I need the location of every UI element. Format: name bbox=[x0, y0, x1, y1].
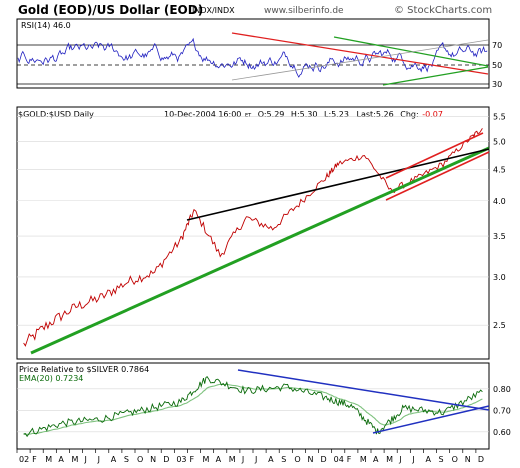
x-axis-label: M bbox=[45, 455, 52, 464]
x-axis-label: A bbox=[216, 455, 222, 464]
x-axis-label: S bbox=[281, 455, 286, 464]
relative-blue-trendline-lower bbox=[372, 405, 490, 434]
rsi-series-line bbox=[17, 37, 488, 78]
info-low: L:5.23 bbox=[324, 110, 349, 119]
exchange-label: INDX/INDX bbox=[192, 6, 235, 15]
ema-series-line bbox=[23, 383, 483, 435]
x-axis-label: F bbox=[189, 455, 194, 464]
x-axis-label: A bbox=[111, 455, 117, 464]
price-title: $GOLD:$USD Daily bbox=[18, 110, 94, 119]
x-axis-label: J bbox=[398, 455, 401, 464]
info-tz: ET bbox=[245, 113, 252, 119]
x-axis-label: D bbox=[321, 455, 327, 464]
price-red-channel-lower bbox=[385, 151, 490, 201]
x-axis-label: A bbox=[373, 455, 379, 464]
relative-panel: Price Relative to $SILVER 0.7864 EMA(20)… bbox=[16, 362, 511, 450]
x-axis-label: O bbox=[294, 455, 300, 464]
price-black-trendline bbox=[186, 148, 490, 221]
x-axis-label: M bbox=[386, 455, 393, 464]
x-axis: 02 F M A M J J A S O N D 03 F M A M J J A S O N D 04 F M A M J J A S O N D bbox=[16, 449, 484, 464]
x-axis-label: M bbox=[71, 455, 78, 464]
x-axis-label: J bbox=[84, 455, 87, 464]
x-axis-label: M bbox=[203, 455, 210, 464]
info-chg-label: Chg: bbox=[400, 110, 418, 119]
x-axis-label: J bbox=[241, 455, 244, 464]
x-axis-label: 03 bbox=[176, 455, 186, 464]
rsi-panel: RSI(14) 46.0 70 50 30 bbox=[16, 18, 502, 89]
relative-tick-labels: 0.80 0.70 0.60 bbox=[493, 385, 511, 437]
x-axis-label: N bbox=[465, 455, 471, 464]
price-tick-label: 5.5 bbox=[493, 112, 506, 121]
x-axis-label: J bbox=[254, 455, 257, 464]
info-last: Last:5.26 bbox=[357, 110, 394, 119]
price-green-support-trendline bbox=[30, 146, 490, 355]
x-axis-label: F bbox=[32, 455, 37, 464]
site-label: www.silberinfo.de bbox=[264, 6, 344, 16]
x-axis-label: N bbox=[150, 455, 156, 464]
relative-tick-label: 0.60 bbox=[493, 428, 511, 437]
relative-blue-trendline-upper bbox=[237, 369, 490, 411]
relative-tick-label: 0.80 bbox=[493, 385, 511, 394]
price-tick-label: 4.0 bbox=[493, 197, 506, 206]
price-red-channel-upper bbox=[385, 132, 484, 179]
relative-series-line bbox=[23, 376, 483, 438]
rsi-tick-50: 50 bbox=[492, 61, 502, 70]
brand-label: © StockCharts.com bbox=[394, 5, 492, 16]
x-axis-label: S bbox=[439, 455, 444, 464]
rsi-tick-70: 70 bbox=[492, 41, 502, 50]
relative-panel-frame bbox=[16, 362, 490, 450]
rsi-title: RSI(14) 46.0 bbox=[21, 21, 71, 30]
info-chg-value: -0.07 bbox=[422, 110, 443, 119]
ema-label: EMA(20) 0.7234 bbox=[19, 374, 83, 383]
x-axis-label: F bbox=[347, 455, 352, 464]
price-info-line: 10-Dec-2004 16:00 ET O:5.29 H:5.30 L:5.2… bbox=[164, 110, 443, 119]
x-axis-label: N bbox=[307, 455, 313, 464]
x-axis-label: M bbox=[360, 455, 367, 464]
x-axis-label: 02 bbox=[19, 455, 29, 464]
x-axis-label: J bbox=[411, 455, 414, 464]
info-open: O:5.29 bbox=[258, 110, 285, 119]
price-tick-label: 3.5 bbox=[493, 232, 506, 241]
x-axis-label: A bbox=[268, 455, 274, 464]
price-panel-frame bbox=[16, 106, 490, 360]
x-axis-label: O bbox=[137, 455, 143, 464]
price-panel: $GOLD:$USD Daily 10-Dec-2004 16:00 ET O:… bbox=[16, 106, 506, 360]
x-axis-label: 04 bbox=[334, 455, 344, 464]
x-axis-label: M bbox=[229, 455, 236, 464]
info-high: H:5.30 bbox=[291, 110, 318, 119]
x-axis-label: D bbox=[478, 455, 484, 464]
info-date: 10-Dec-2004 16:00 bbox=[164, 110, 241, 119]
x-axis-label: O bbox=[452, 455, 458, 464]
price-tick-label: 5.0 bbox=[493, 138, 506, 147]
price-tick-labels: 5.5 5.0 4.5 4.0 3.5 3.0 2.5 bbox=[493, 112, 506, 330]
x-axis-label: D bbox=[163, 455, 169, 464]
x-axis-label: J bbox=[97, 455, 100, 464]
x-axis-label: S bbox=[124, 455, 129, 464]
rsi-red-trendline bbox=[231, 32, 489, 75]
x-axis-label: A bbox=[425, 455, 431, 464]
rsi-gray-channel-line bbox=[231, 39, 489, 81]
price-tick-label: 3.0 bbox=[493, 273, 506, 282]
rsi-tick-30: 30 bbox=[492, 80, 502, 89]
price-tick-label: 4.5 bbox=[493, 166, 506, 175]
relative-tick-label: 0.70 bbox=[493, 406, 511, 415]
relative-title: Price Relative to $SILVER 0.7864 bbox=[19, 365, 149, 374]
x-axis-label: A bbox=[58, 455, 64, 464]
price-tick-label: 2.5 bbox=[493, 321, 506, 330]
rsi-green-trendline-upper bbox=[333, 36, 489, 67]
rsi-green-trendline-lower bbox=[382, 66, 489, 86]
chart-title: Gold (EOD)/US Dollar (EOD) bbox=[18, 3, 203, 17]
